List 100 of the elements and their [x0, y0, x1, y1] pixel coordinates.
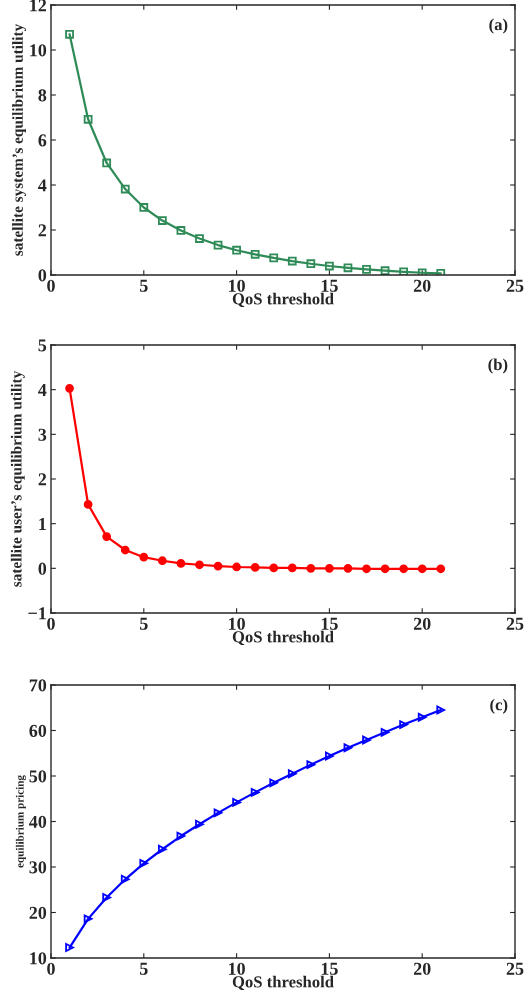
- x-tick-label: 0: [47, 962, 55, 975]
- y-tick-label: 6: [38, 134, 47, 147]
- point: [213, 808, 223, 818]
- point: [306, 259, 316, 269]
- point: [287, 769, 297, 779]
- y-axis-title: satellite system’s equilibrium utility: [12, 23, 26, 256]
- point: [362, 264, 371, 274]
- point: [65, 29, 74, 39]
- x-tick-label: 0: [47, 279, 55, 292]
- annotation: (b): [488, 358, 508, 374]
- y-tick-label: 2: [38, 224, 47, 237]
- point: [306, 760, 316, 770]
- point: [102, 893, 112, 902]
- y-tick-label: −1: [28, 607, 46, 620]
- y-tick-label: 60: [29, 724, 47, 737]
- point: [83, 500, 93, 509]
- point: [232, 798, 241, 807]
- point: [269, 778, 279, 788]
- y-tick-label: 5: [38, 339, 47, 352]
- y-tick-label: 4: [38, 179, 47, 192]
- point: [380, 727, 390, 737]
- point: [343, 263, 353, 273]
- y-tick-label: 12: [30, 0, 47, 12]
- x-tick-label: 5: [140, 962, 148, 975]
- x-tick-label: 25: [506, 617, 524, 630]
- x-tick-label: 20: [413, 962, 431, 975]
- y-tick-label: 4: [38, 384, 47, 396]
- point: [287, 256, 297, 266]
- point: [325, 261, 334, 271]
- y-tick-label: 10: [30, 952, 47, 965]
- x-tick-label: 0: [47, 617, 55, 630]
- point: [102, 158, 112, 168]
- point: [176, 831, 186, 841]
- y-tick-label: 40: [29, 815, 47, 828]
- point: [399, 267, 409, 275]
- point: [250, 788, 260, 797]
- y-tick-label: 10: [30, 44, 47, 57]
- annotation: (c): [490, 698, 508, 714]
- point: [343, 743, 353, 753]
- point: [65, 383, 74, 393]
- y-tick-label: 30: [29, 861, 47, 874]
- point: [83, 914, 93, 924]
- y-axis-title: equilibrium pricing: [15, 775, 26, 868]
- point: [380, 564, 390, 574]
- point: [102, 532, 112, 541]
- x-tick-label: 15: [321, 279, 338, 292]
- x-tick-label: 25: [506, 279, 524, 292]
- point: [325, 563, 334, 573]
- point: [232, 562, 241, 572]
- point: [157, 844, 167, 854]
- y-tick-label: 3: [38, 428, 47, 441]
- point: [83, 114, 93, 124]
- x-tick-label: 15: [321, 617, 338, 630]
- x-tick-label: 5: [140, 617, 148, 630]
- point: [195, 234, 204, 243]
- point: [436, 564, 446, 574]
- point: [139, 552, 149, 562]
- point: [213, 561, 223, 571]
- point: [176, 226, 186, 235]
- y-tick-label: 0: [38, 562, 47, 575]
- point: [343, 563, 353, 573]
- point: [269, 253, 279, 263]
- y-tick-label: 20: [29, 906, 47, 919]
- point: [325, 751, 334, 761]
- point: [157, 556, 167, 566]
- x-tick-label: 5: [140, 279, 148, 292]
- point: [195, 819, 204, 829]
- y-axis-title: satellite user’s equilibrium utility: [10, 370, 25, 587]
- point: [157, 216, 167, 225]
- point: [139, 858, 149, 868]
- point: [120, 545, 130, 555]
- point: [380, 266, 390, 275]
- point: [232, 245, 241, 255]
- point: [306, 563, 316, 573]
- x-axis-title: QoS threshold: [232, 630, 334, 646]
- point: [195, 560, 204, 570]
- point: [250, 249, 260, 259]
- point: [213, 240, 223, 250]
- point: [120, 184, 130, 194]
- point: [176, 559, 186, 568]
- point: [417, 712, 427, 722]
- point: [120, 874, 130, 884]
- y-tick-label: 8: [38, 89, 47, 102]
- x-tick-label: 25: [506, 962, 524, 975]
- point: [362, 564, 371, 574]
- x-tick-label: 20: [413, 279, 431, 292]
- point: [139, 203, 149, 212]
- point: [399, 564, 409, 574]
- point: [362, 735, 371, 745]
- x-tick-label: 10: [229, 279, 245, 292]
- x-axis-title: QoS threshold: [232, 292, 334, 308]
- point: [436, 705, 446, 715]
- x-tick-label: 10: [229, 962, 245, 975]
- point: [269, 563, 279, 573]
- point: [250, 563, 260, 572]
- x-tick-label: 20: [413, 617, 431, 630]
- y-tick-label: 2: [38, 473, 47, 486]
- y-tick-label: 70: [29, 679, 47, 692]
- x-axis-title: QoS threshold: [232, 975, 334, 991]
- point: [65, 943, 74, 952]
